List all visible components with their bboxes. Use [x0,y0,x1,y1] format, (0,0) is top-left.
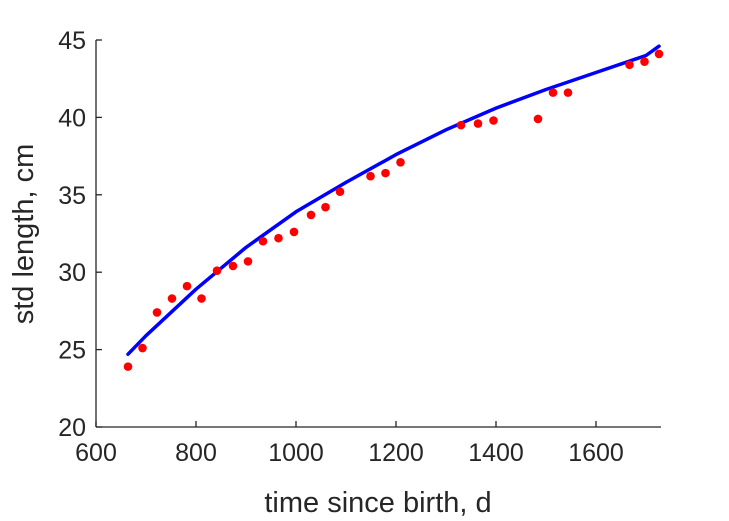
data-point [473,119,483,128]
data-point [456,120,466,130]
data-point [258,236,268,246]
axes [95,39,661,428]
data-point [152,308,162,317]
data-point [548,88,558,97]
data-point [167,294,177,303]
data-point [381,168,390,178]
data-point [289,227,299,237]
data-point [274,233,283,243]
fit-curve [126,44,661,356]
x-tick-label: 800 [175,439,217,467]
data-point [321,202,330,212]
data-point [625,60,634,70]
data-point [138,343,147,353]
data-point [197,294,206,303]
data-point [654,49,664,59]
data-point [182,281,192,291]
data-point [533,114,543,124]
fit-curve-layer [126,44,661,356]
y-axis-label: std length, cm [8,144,40,325]
x-tick-label: 600 [75,439,117,467]
y-tick-label: 25 [58,337,86,365]
y-tick-label: 35 [58,182,86,210]
y-tick-label: 30 [58,259,86,287]
x-tick-label: 1200 [368,439,424,467]
x-tick-label: 1000 [268,439,324,467]
data-point [123,362,133,371]
x-tick-label: 1600 [568,439,624,467]
data-point [366,171,375,181]
y-tick-label: 20 [58,414,86,442]
data-point [563,88,573,97]
y-tick-label: 40 [58,104,86,132]
data-point [228,261,238,271]
data-point [640,57,649,66]
data-point [306,210,316,220]
data-point [489,116,498,125]
data-point [212,266,222,275]
tick-labels: 600 800 1000 1200 1400 1600 20 25 30 35 40 45 [58,27,624,467]
x-tick-label: 1400 [468,439,524,467]
data-point [335,187,345,197]
x-axis-label: time since birth, d [264,487,491,519]
data-points-layer [123,49,664,371]
data-point [243,257,253,266]
data-point [396,157,405,167]
y-tick-label: 45 [58,27,86,55]
